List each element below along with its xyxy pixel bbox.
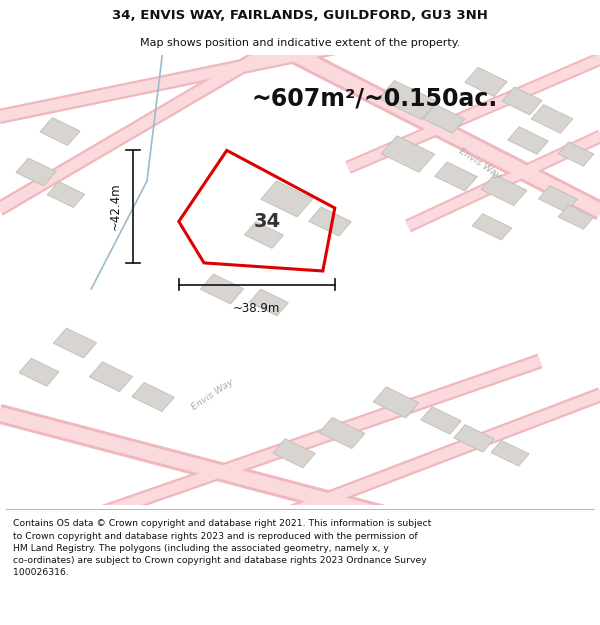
- Polygon shape: [200, 274, 244, 304]
- Polygon shape: [481, 174, 527, 206]
- Polygon shape: [508, 127, 548, 154]
- Polygon shape: [379, 81, 437, 119]
- Polygon shape: [16, 158, 56, 186]
- Polygon shape: [373, 387, 419, 418]
- Polygon shape: [272, 439, 316, 468]
- Text: Envis Way: Envis Way: [190, 378, 236, 412]
- Text: Envis Way: Envis Way: [457, 146, 503, 180]
- Text: Contains OS data © Crown copyright and database right 2021. This information is : Contains OS data © Crown copyright and d…: [13, 519, 431, 577]
- Text: ~607m²/~0.150ac.: ~607m²/~0.150ac.: [252, 86, 498, 111]
- Polygon shape: [558, 142, 594, 166]
- Polygon shape: [89, 362, 133, 392]
- Text: 34, ENVIS WAY, FAIRLANDS, GUILDFORD, GU3 3NH: 34, ENVIS WAY, FAIRLANDS, GUILDFORD, GU3…: [112, 9, 488, 22]
- Polygon shape: [244, 222, 284, 248]
- Polygon shape: [261, 181, 313, 217]
- Text: 34: 34: [253, 212, 281, 231]
- Polygon shape: [40, 118, 80, 146]
- Polygon shape: [558, 205, 594, 229]
- Polygon shape: [465, 68, 507, 97]
- Polygon shape: [491, 441, 529, 466]
- Polygon shape: [421, 407, 461, 434]
- Polygon shape: [249, 289, 289, 316]
- Polygon shape: [47, 181, 85, 208]
- Text: Map shows position and indicative extent of the property.: Map shows position and indicative extent…: [140, 38, 460, 48]
- Polygon shape: [454, 425, 494, 452]
- Polygon shape: [502, 87, 542, 115]
- Polygon shape: [381, 136, 435, 172]
- Polygon shape: [19, 358, 59, 386]
- Polygon shape: [472, 214, 512, 240]
- Polygon shape: [53, 328, 97, 358]
- Polygon shape: [319, 418, 365, 449]
- Polygon shape: [131, 382, 175, 411]
- Text: ~38.9m: ~38.9m: [233, 302, 280, 314]
- Polygon shape: [308, 207, 352, 236]
- Polygon shape: [531, 104, 573, 133]
- Polygon shape: [423, 104, 465, 133]
- Text: ~42.4m: ~42.4m: [109, 183, 122, 231]
- Polygon shape: [538, 186, 578, 213]
- Polygon shape: [434, 162, 478, 191]
